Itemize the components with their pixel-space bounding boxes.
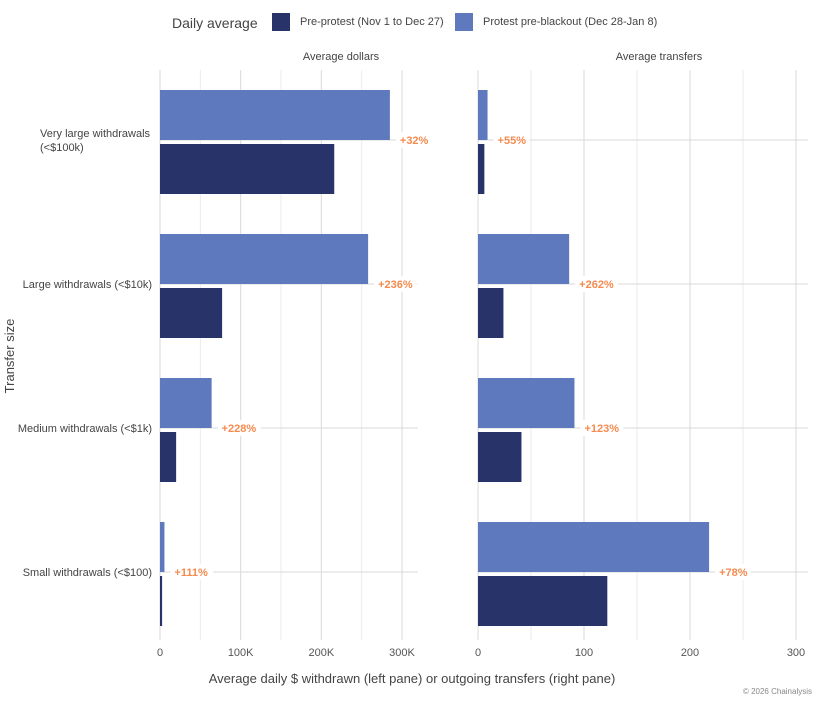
annotation-bg bbox=[217, 420, 261, 436]
bar bbox=[478, 378, 575, 428]
bar bbox=[160, 522, 165, 572]
bar bbox=[478, 144, 485, 194]
x-tick-label: 300K bbox=[389, 647, 415, 659]
annotation-label: +111% bbox=[174, 567, 208, 579]
x-axis-title: Average daily $ withdrawn (left pane) or… bbox=[209, 671, 616, 686]
bar bbox=[160, 288, 223, 338]
bar bbox=[160, 90, 390, 140]
x-tick-label: 100 bbox=[575, 647, 593, 659]
bar bbox=[478, 576, 608, 626]
annotation-bg bbox=[493, 132, 530, 148]
bar bbox=[160, 432, 177, 482]
annotation-label: +32% bbox=[400, 135, 429, 147]
x-tick-label: 0 bbox=[157, 647, 163, 659]
bar bbox=[160, 144, 335, 194]
annotation-label: +123% bbox=[584, 423, 619, 435]
annotation-bg bbox=[580, 420, 624, 436]
annotation-bg bbox=[715, 564, 752, 580]
annotation-label: +55% bbox=[498, 135, 527, 147]
legend-item-pre-protest: Pre-protest (Nov 1 to Dec 27) bbox=[272, 13, 444, 31]
annotation-label: +236% bbox=[378, 279, 413, 291]
annotation-label: +262% bbox=[579, 279, 614, 291]
copyright-text: © 2026 Chainalysis bbox=[743, 687, 812, 696]
panel-title: Average transfers bbox=[616, 51, 703, 63]
panel-title: Average dollars bbox=[303, 51, 380, 63]
annotation-bg bbox=[170, 564, 214, 580]
category-label: Very large withdrawals bbox=[40, 128, 151, 140]
annotation-label: +78% bbox=[719, 567, 748, 579]
legend-swatch bbox=[272, 13, 290, 31]
legend-item-protest: Protest pre-blackout (Dec 28-Jan 8) bbox=[455, 13, 657, 31]
annotation-label: +228% bbox=[222, 423, 257, 435]
x-tick-label: 200 bbox=[681, 647, 699, 659]
legend-label: Pre-protest (Nov 1 to Dec 27) bbox=[300, 16, 444, 28]
bar bbox=[478, 432, 522, 482]
x-tick-label: 200K bbox=[308, 647, 334, 659]
x-tick-label: 300 bbox=[787, 647, 805, 659]
category-label: Small withdrawals (<$100) bbox=[23, 567, 152, 579]
category-label: Large withdrawals (<$10k) bbox=[23, 279, 152, 291]
annotation-bg bbox=[395, 132, 432, 148]
bar bbox=[160, 234, 369, 284]
bar bbox=[160, 378, 212, 428]
bar bbox=[160, 576, 163, 626]
x-tick-label: 100K bbox=[228, 647, 254, 659]
bar bbox=[478, 90, 488, 140]
legend-label: Protest pre-blackout (Dec 28-Jan 8) bbox=[483, 16, 658, 28]
legend-title: Daily average bbox=[172, 15, 258, 31]
category-label: Medium withdrawals (<$1k) bbox=[18, 423, 152, 435]
annotation-bg bbox=[374, 276, 418, 292]
bar bbox=[478, 522, 710, 572]
annotation-bg bbox=[575, 276, 619, 292]
bar bbox=[478, 234, 570, 284]
category-label: (<$100k) bbox=[40, 142, 84, 154]
bar bbox=[478, 288, 504, 338]
legend-swatch bbox=[455, 13, 473, 31]
x-tick-label: 0 bbox=[475, 647, 481, 659]
y-axis-title: Transfer size bbox=[2, 319, 17, 394]
